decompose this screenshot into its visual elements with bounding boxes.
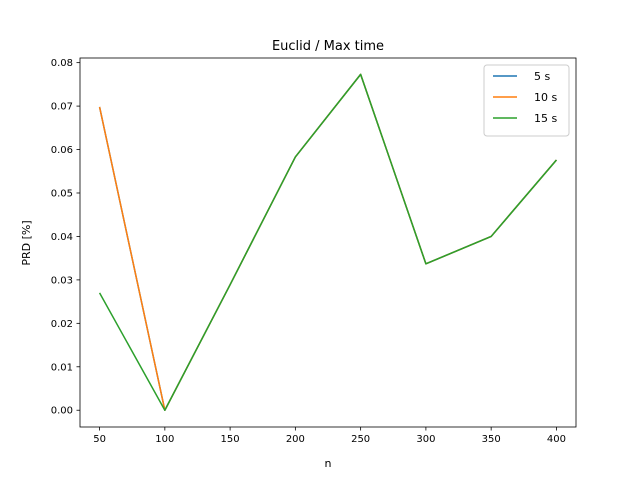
- axes: 50 100 150 200 250 300 350 400 0.00 0.01 0.02 0.03 0…: [51, 57, 577, 445]
- plot-area: [98, 73, 557, 411]
- y-tick-label: 0.00: [51, 406, 73, 417]
- y-tick-label: 0.03: [51, 275, 73, 286]
- y-tick-label: 0.04: [51, 232, 73, 243]
- y-tick-label: 0.05: [51, 188, 73, 199]
- axes-frame: [79, 57, 577, 428]
- x-tick-label: 100: [155, 434, 174, 445]
- legend-label-0: 5 s: [534, 70, 550, 83]
- y-tick-label: 0.06: [51, 145, 73, 156]
- legend: 5 s 10 s 15 s: [483, 64, 570, 137]
- x-tick-label: 400: [547, 434, 566, 445]
- legend-label-1: 10 s: [534, 91, 557, 104]
- legend-label-2: 15 s: [534, 112, 557, 125]
- x-tick-label: 200: [286, 434, 305, 445]
- x-tick-label: 150: [221, 434, 240, 445]
- x-tick-label: 350: [482, 434, 501, 445]
- y-tick-label: 0.07: [51, 102, 73, 113]
- y-tick-label: 0.01: [51, 362, 73, 373]
- x-tick-label: 300: [416, 434, 435, 445]
- series-line-2: [98, 73, 557, 411]
- y-tick-label: 0.08: [51, 58, 73, 69]
- x-tick-label: 50: [93, 434, 106, 445]
- x-tick-label: 250: [351, 434, 370, 445]
- y-tick-label: 0.02: [51, 319, 73, 330]
- x-axis-label: n: [325, 457, 332, 470]
- chart-title: Euclid / Max time: [272, 39, 384, 54]
- y-axis-label: PRD [%]: [20, 220, 33, 265]
